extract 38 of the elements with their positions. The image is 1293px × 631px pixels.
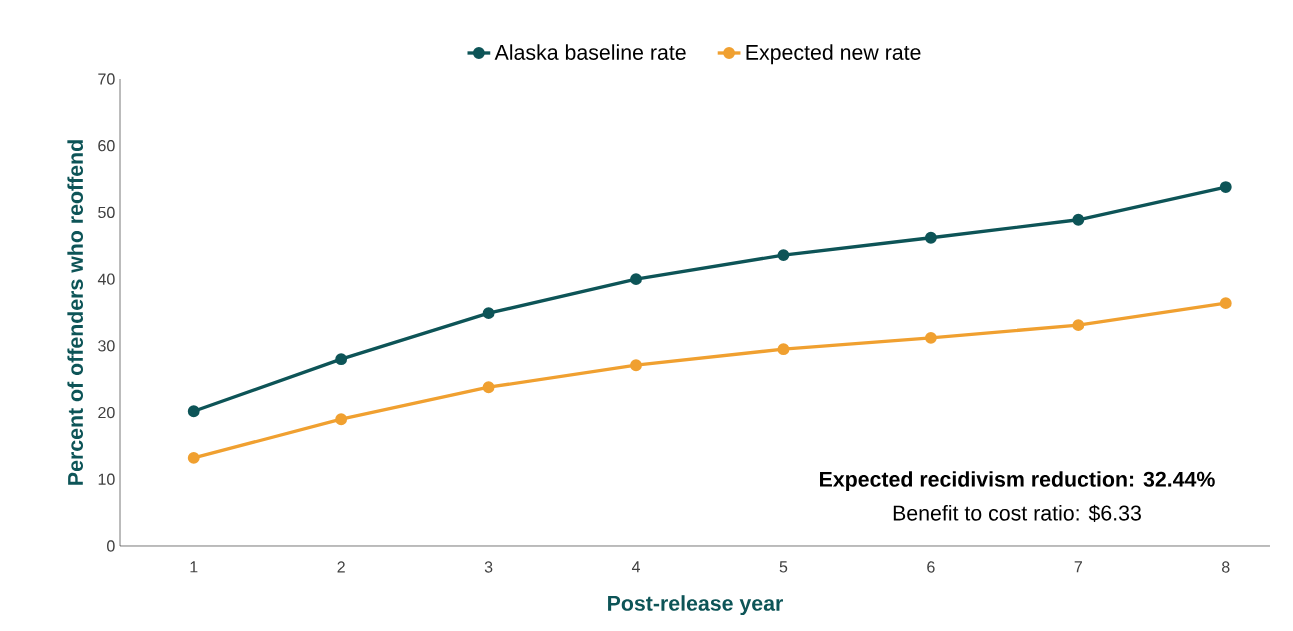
point — [777, 343, 790, 356]
x-tick-label: 1 — [190, 561, 198, 573]
point — [777, 249, 790, 262]
annotation: Expected recidivism reduction: 32.44% — [820, 471, 1215, 492]
point — [482, 307, 495, 320]
point — [187, 451, 200, 464]
point — [187, 405, 200, 418]
x-tick-label: 8 — [1222, 561, 1230, 573]
y-tick-label: 50 — [98, 206, 115, 219]
point — [1072, 319, 1085, 332]
y-axis-title: Percent of offenders who reoffend — [67, 140, 84, 485]
point — [335, 413, 348, 426]
y-tick-label: 20 — [98, 406, 115, 419]
point — [1219, 297, 1232, 310]
y-tick-label: 30 — [98, 340, 115, 352]
point — [924, 331, 937, 344]
x-tick-label: 3 — [484, 561, 493, 573]
y-tick-label: 0 — [107, 540, 115, 552]
point — [630, 273, 642, 286]
point — [630, 359, 642, 372]
x-tick-label: 6 — [927, 561, 935, 573]
y-tick-label: 70 — [98, 73, 115, 85]
x-tick-label: 4 — [631, 561, 641, 573]
legend-label: Alaska baseline rate — [494, 44, 686, 60]
point — [924, 231, 937, 244]
y-tick-label: 40 — [97, 273, 115, 285]
point — [335, 353, 348, 366]
point — [482, 381, 495, 394]
x-tick-label: 5 — [779, 561, 788, 573]
x-axis-title: Post-release year — [608, 595, 783, 616]
legend-label: Expected new rate — [746, 44, 921, 65]
point — [1219, 181, 1232, 194]
point — [1072, 213, 1085, 226]
y-tick-label: 10 — [98, 473, 115, 485]
y-tick-label: 60 — [98, 140, 115, 152]
x-tick-label: 2 — [337, 561, 345, 573]
x-tick-label: 7 — [1074, 561, 1082, 573]
annotation: Benefit to cost ratio: $6.33 — [893, 504, 1141, 522]
